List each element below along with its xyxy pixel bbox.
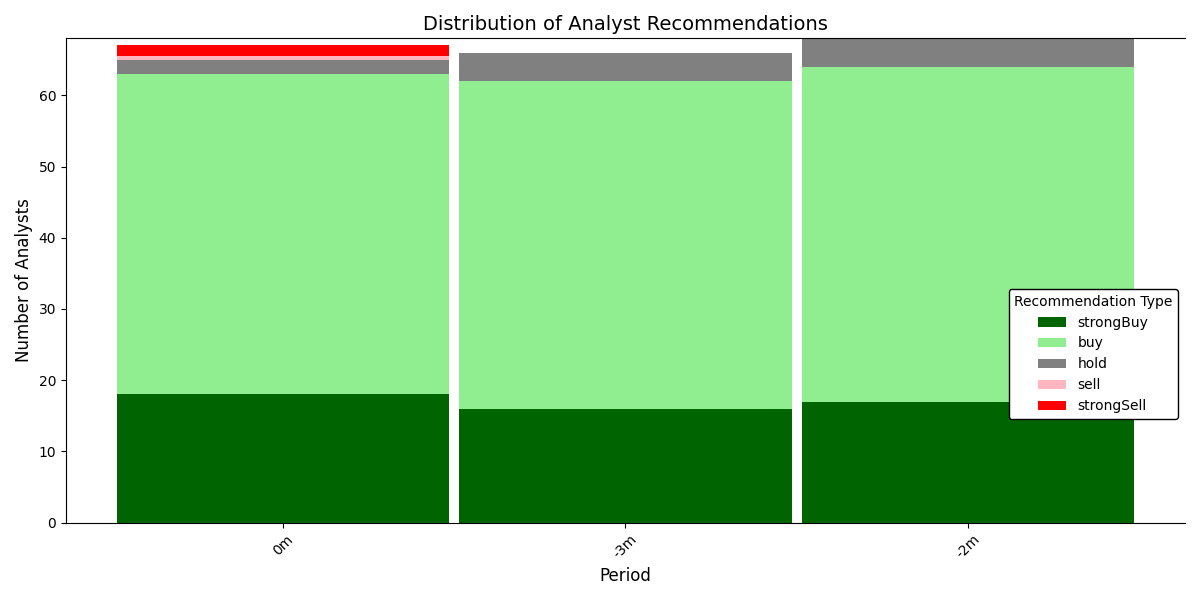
Bar <box>116 59 449 74</box>
Bar <box>802 38 1134 67</box>
Bar <box>116 394 449 523</box>
Bar <box>116 56 449 59</box>
Bar <box>802 67 1134 401</box>
Bar <box>116 46 449 56</box>
Bar <box>460 53 792 81</box>
Bar <box>460 81 792 409</box>
Bar <box>116 74 449 394</box>
Title: Distribution of Analyst Recommendations: Distribution of Analyst Recommendations <box>424 15 828 34</box>
Y-axis label: Number of Analysts: Number of Analysts <box>16 199 34 362</box>
Bar <box>460 409 792 523</box>
X-axis label: Period: Period <box>600 567 652 585</box>
Legend: strongBuy, buy, hold, sell, strongSell: strongBuy, buy, hold, sell, strongSell <box>1008 289 1178 419</box>
Bar <box>802 401 1134 523</box>
